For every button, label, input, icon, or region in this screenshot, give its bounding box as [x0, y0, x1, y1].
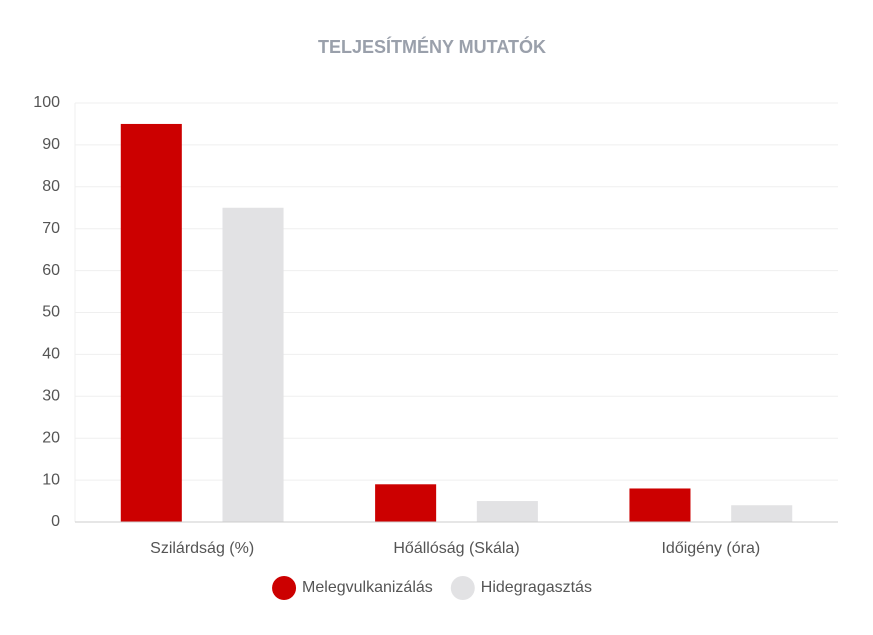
x-tick-label: Hőállóság (Skála)	[393, 540, 519, 557]
bar	[120, 123, 182, 522]
y-tick-label: 50	[42, 304, 60, 321]
legend-marker	[272, 576, 297, 600]
y-tick-label: 70	[42, 220, 60, 237]
bar	[476, 501, 538, 522]
x-tick-label: Szilárdság (%)	[150, 540, 254, 557]
y-tick-label: 30	[42, 388, 60, 405]
bar	[375, 484, 437, 522]
x-tick-label: Időigény (óra)	[661, 540, 760, 557]
y-tick-label: 40	[42, 346, 60, 363]
y-tick-label: 60	[42, 262, 60, 279]
legend-label: Hidegragasztás	[481, 579, 592, 596]
legend-label: Melegvulkanizálás	[302, 579, 433, 596]
y-tick-label: 90	[42, 136, 60, 153]
y-tick-label: 20	[42, 429, 60, 446]
y-tick-label: 10	[42, 471, 60, 488]
bar	[629, 488, 691, 522]
chart-title: TELJESÍTMÉNY MUTATÓK	[318, 36, 546, 57]
bar	[731, 505, 793, 522]
y-tick-label: 0	[51, 513, 60, 530]
bar	[222, 207, 284, 522]
y-tick-label: 80	[42, 178, 60, 195]
y-tick-label: 100	[33, 94, 60, 111]
legend-marker	[450, 576, 475, 600]
